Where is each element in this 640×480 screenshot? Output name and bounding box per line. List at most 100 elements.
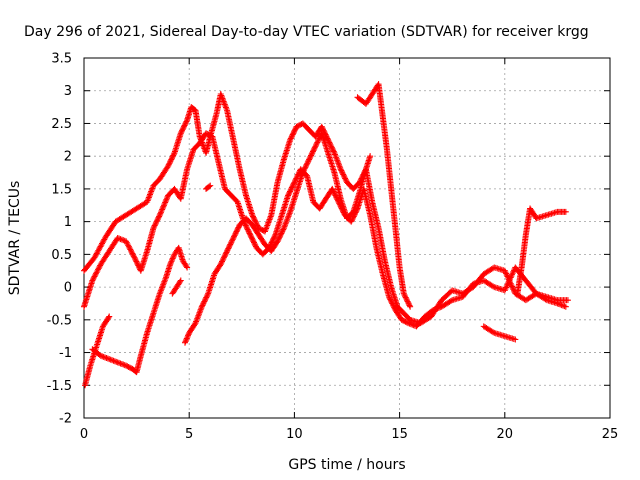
plus-marker <box>182 121 189 128</box>
plus-marker <box>508 273 515 280</box>
plus-marker <box>231 233 238 240</box>
plus-marker <box>302 163 309 169</box>
plus-marker <box>232 229 239 236</box>
plus-marker <box>300 168 307 175</box>
plus-marker <box>402 293 409 300</box>
plus-marker <box>291 179 298 186</box>
plus-marker <box>328 144 335 151</box>
plus-marker <box>504 281 511 288</box>
plus-marker <box>126 245 133 252</box>
plus-marker <box>251 216 258 223</box>
plus-marker <box>509 271 516 278</box>
plus-marker <box>220 254 227 261</box>
plus-marker <box>158 207 165 214</box>
plus-marker <box>269 238 276 245</box>
x-tick-label: 20 <box>497 427 514 442</box>
plus-marker <box>348 218 355 225</box>
plus-marker <box>159 205 166 212</box>
plus-marker <box>329 185 336 192</box>
plus-marker <box>224 248 231 255</box>
plus-marker <box>277 231 284 238</box>
plus-marker <box>202 295 209 302</box>
plus-marker <box>127 246 134 253</box>
plus-marker <box>329 145 336 152</box>
plus-marker <box>323 134 330 141</box>
plus-marker <box>123 238 130 245</box>
plus-marker <box>160 202 167 209</box>
plus-marker <box>387 296 394 303</box>
plus-marker <box>191 321 198 328</box>
plus-marker <box>251 239 258 246</box>
plus-marker <box>503 272 510 279</box>
plus-marker <box>249 212 256 219</box>
plus-marker <box>199 302 206 309</box>
plus-marker <box>285 192 292 199</box>
plus-marker <box>367 153 374 160</box>
plus-marker <box>386 295 393 302</box>
plus-marker <box>244 225 251 232</box>
plus-marker <box>93 269 100 276</box>
plus-marker <box>134 261 141 268</box>
plus-marker <box>402 294 409 301</box>
plus-marker <box>124 241 131 247</box>
plus-marker <box>167 157 174 164</box>
series-trace-e <box>181 130 374 346</box>
plus-marker <box>153 218 160 225</box>
plus-marker <box>184 264 191 271</box>
plus-marker <box>152 221 159 228</box>
plus-marker <box>131 254 138 261</box>
chart-title: Day 296 of 2021, Sidereal Day-to-day VTE… <box>24 24 589 40</box>
plus-marker <box>157 210 164 217</box>
plus-marker <box>340 172 347 179</box>
plus-marker <box>235 224 242 231</box>
plus-marker <box>314 138 321 145</box>
plus-marker <box>506 277 513 284</box>
plus-marker <box>249 236 256 243</box>
plus-marker <box>163 195 170 202</box>
plus-marker <box>165 161 172 168</box>
plus-marker <box>404 298 411 305</box>
plus-marker <box>312 143 319 150</box>
plus-marker <box>182 338 189 345</box>
plus-marker <box>198 303 205 310</box>
plus-marker <box>271 233 278 240</box>
plus-marker <box>275 236 282 243</box>
plus-marker <box>125 242 132 249</box>
y-axis-label: SDTVAR / TECUs <box>7 181 23 296</box>
plus-marker <box>223 249 230 256</box>
plus-marker <box>128 249 135 256</box>
plus-marker <box>405 301 412 308</box>
plus-marker <box>233 228 240 235</box>
plus-marker <box>503 284 510 291</box>
x-tick-labels: 0 5 10 15 20 25 <box>80 427 618 442</box>
plus-marker <box>183 263 190 270</box>
plus-marker <box>254 222 261 229</box>
plus-marker <box>170 151 177 158</box>
plus-marker <box>129 250 136 257</box>
plus-marker <box>249 235 256 242</box>
plus-marker <box>301 166 308 173</box>
plus-marker <box>204 291 211 298</box>
data-marks <box>81 81 571 389</box>
plus-marker <box>319 125 326 132</box>
plus-marker <box>250 238 257 245</box>
plus-marker <box>562 208 569 215</box>
plus-marker <box>320 126 327 133</box>
plus-marker <box>292 126 299 133</box>
plus-marker <box>179 127 186 134</box>
plus-marker <box>337 166 344 173</box>
plus-marker <box>286 189 293 196</box>
plus-marker <box>243 223 250 230</box>
plus-marker <box>301 165 308 172</box>
plus-marker <box>510 268 517 275</box>
x-tick-label: 25 <box>602 427 619 442</box>
plus-marker <box>287 187 294 194</box>
plus-marker <box>276 234 283 241</box>
plus-marker <box>157 209 164 216</box>
plus-marker <box>182 119 189 126</box>
plus-marker <box>179 126 186 133</box>
plus-marker <box>248 234 255 241</box>
plus-marker <box>501 287 508 294</box>
plus-marker <box>287 135 294 142</box>
